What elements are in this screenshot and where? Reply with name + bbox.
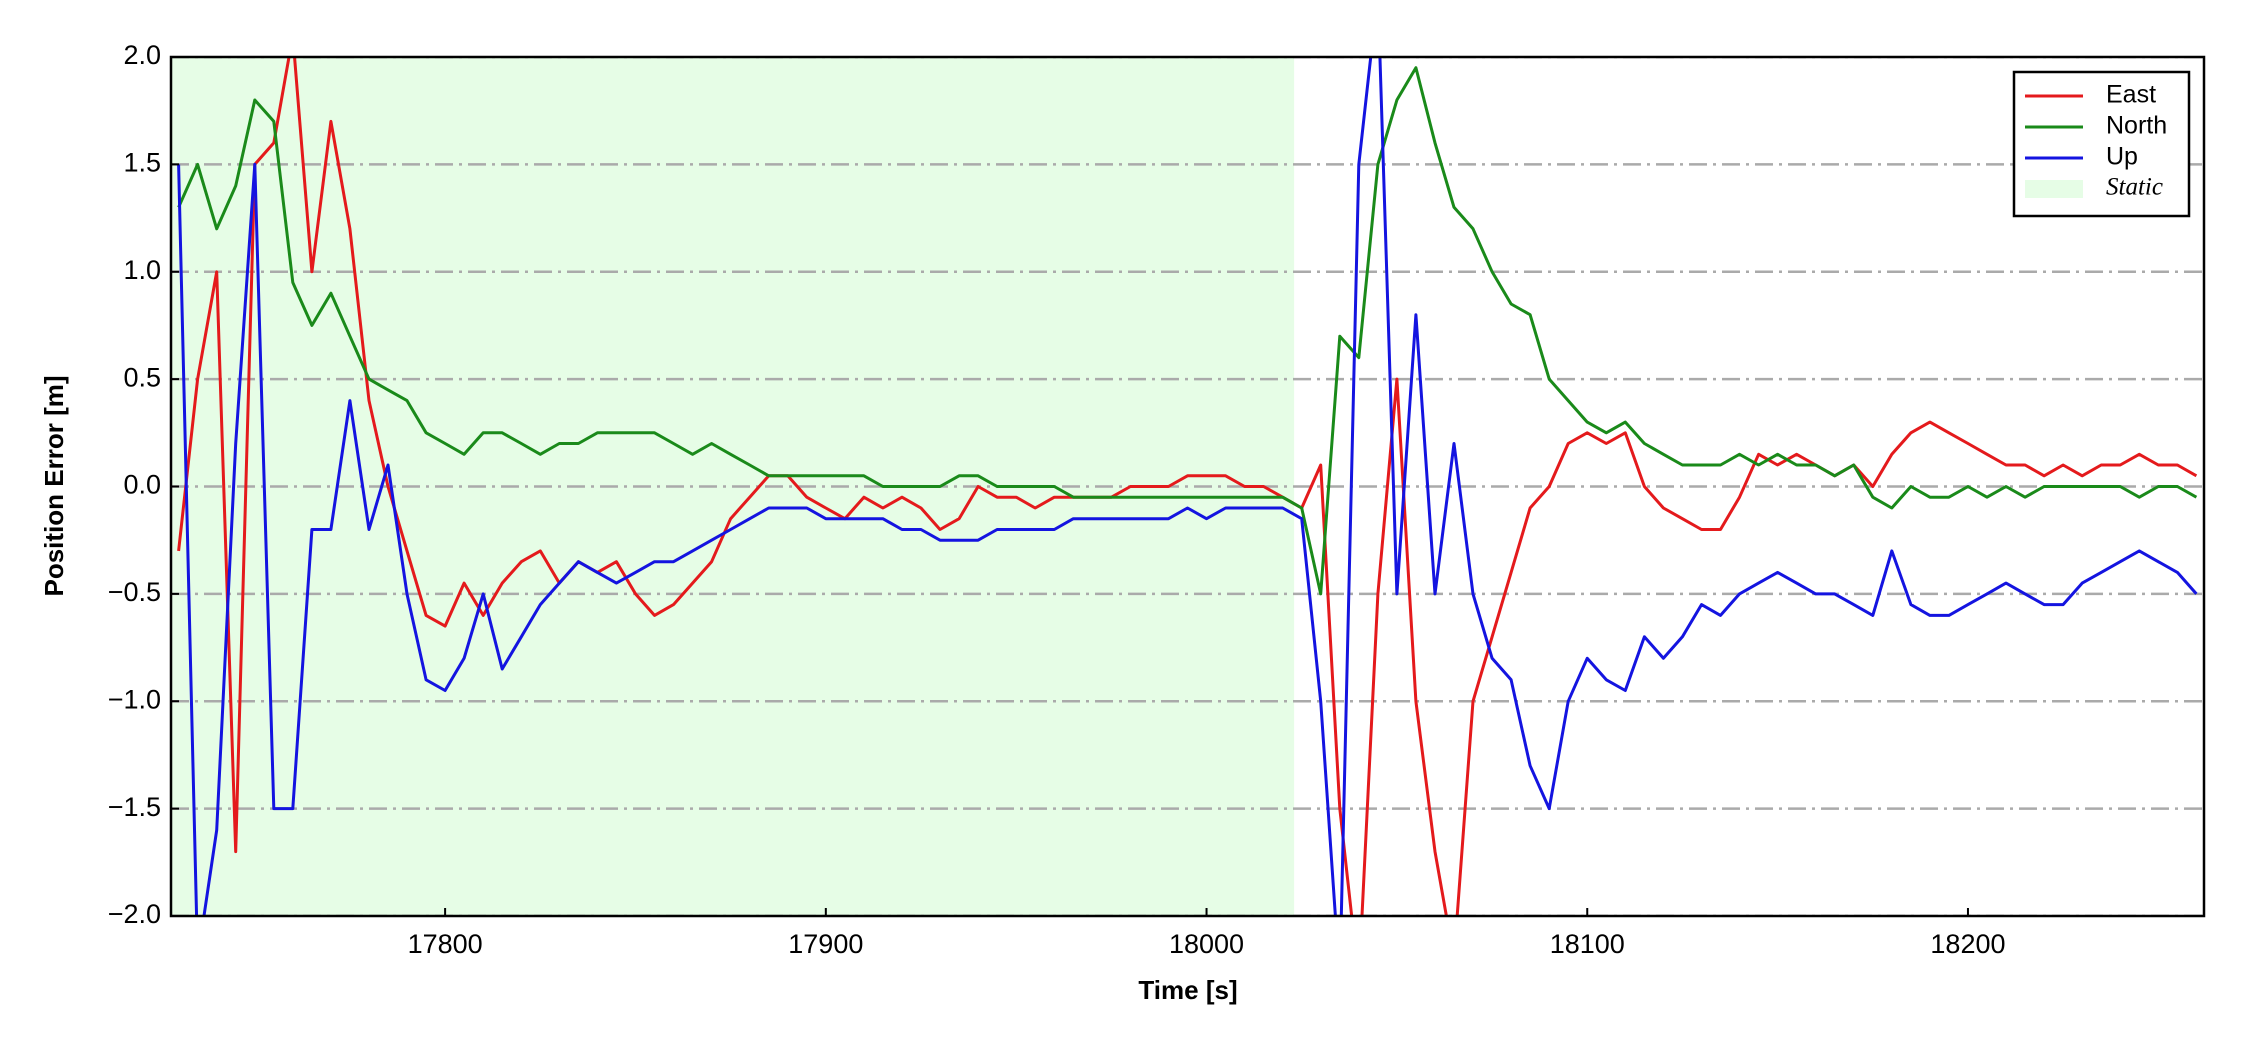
y-tick-label: 2.0 bbox=[123, 40, 161, 70]
legend-label: North bbox=[2106, 112, 2167, 140]
x-tick-label: 18100 bbox=[1550, 929, 1625, 959]
y-tick-label: 1.0 bbox=[123, 255, 161, 285]
x-tick-label: 18200 bbox=[1930, 929, 2005, 959]
y-tick-label: −0.5 bbox=[108, 577, 161, 607]
plot-area bbox=[171, 57, 2204, 916]
x-tick-label: 18000 bbox=[1169, 929, 1244, 959]
series-line bbox=[177, 66, 2198, 596]
y-tick-label: −1.5 bbox=[108, 792, 161, 822]
series-line bbox=[177, 57, 2198, 916]
legend-label: Up bbox=[2106, 143, 2138, 171]
legend: East North Up Static bbox=[2012, 70, 2191, 218]
series-line bbox=[177, 57, 2198, 916]
y-tick-label: −1.0 bbox=[108, 684, 161, 714]
y-tick-label: −2.0 bbox=[108, 899, 161, 929]
legend-label: East bbox=[2106, 81, 2156, 109]
y-axis-label: Position Error [m] bbox=[39, 375, 69, 596]
legend-label: Static bbox=[2106, 174, 2163, 201]
y-tick-label: 1.5 bbox=[123, 148, 161, 178]
x-axis-label: Time [s] bbox=[1138, 975, 1237, 1005]
x-tick-label: 17800 bbox=[408, 929, 483, 959]
legend-swatch bbox=[2025, 180, 2083, 198]
x-tick-label: 17900 bbox=[788, 929, 863, 959]
y-tick-label: 0.0 bbox=[123, 470, 161, 500]
y-tick-label: 0.5 bbox=[123, 362, 161, 392]
plot-frame bbox=[169, 55, 2206, 918]
